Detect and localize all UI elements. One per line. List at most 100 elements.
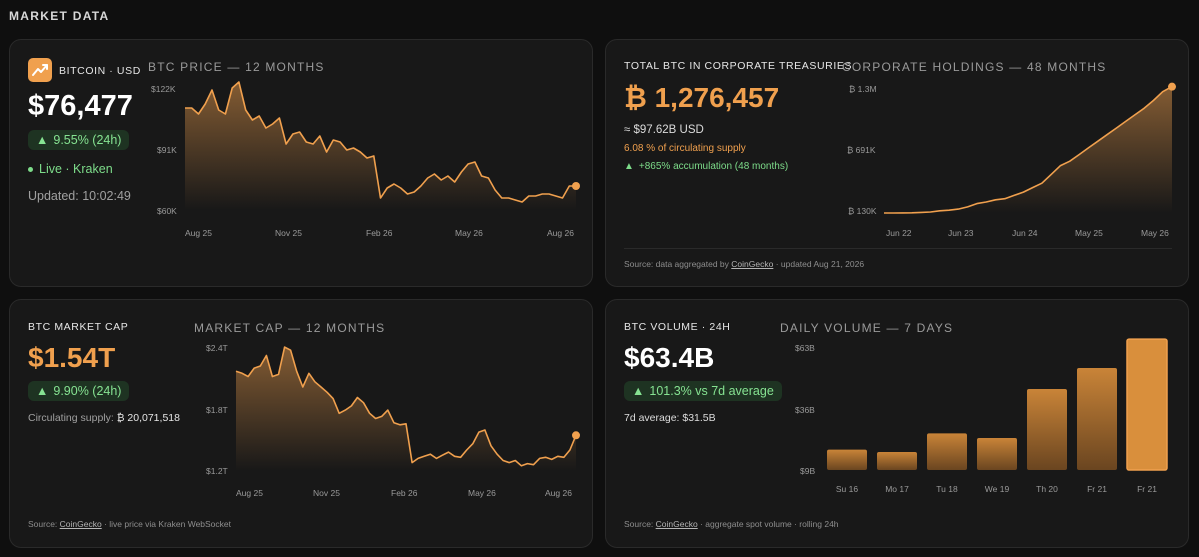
x-tick: Aug 26 (547, 228, 574, 238)
y-tick: $9B (800, 466, 816, 476)
corporate-treasuries-card: TOTAL BTC IN CORPORATE TREASURIES ₿ 1,27… (605, 39, 1189, 287)
footer-suffix: · updated Aug 21, 2026 (773, 259, 865, 269)
y-tick: $122K (151, 84, 176, 94)
accumulation-stat: ▲ +865% accumulation (48 months) (624, 161, 788, 172)
accumulation-text: +865% accumulation (48 months) (638, 161, 789, 172)
treasuries-total: ₿ 1,276,457 (624, 82, 780, 113)
x-tick: May 26 (455, 228, 483, 238)
x-tick-label: Mo 17 (885, 484, 909, 494)
latest-point (572, 182, 580, 190)
live-label: Live · Kraken (39, 162, 113, 176)
area-fill (236, 347, 576, 471)
circulating-supply: Circulating supply: ₿ 20,071,518 (28, 412, 180, 424)
market-cap-label: BTC MARKET CAP (28, 321, 129, 333)
market-cap-chart (235, 346, 580, 471)
up-arrow-icon: ▲ (624, 161, 634, 172)
area-fill (185, 82, 576, 210)
source-footer: Source: CoinGecko · aggregate spot volum… (624, 519, 839, 529)
chart-title: CORPORATE HOLDINGS — 48 MONTHS (842, 60, 1107, 74)
footer-suffix: · live price via Kraken WebSocket (101, 519, 232, 529)
x-tick: Feb 26 (366, 228, 393, 238)
volume-change-badge: ▲ 101.3% vs 7d average (624, 381, 782, 401)
supply-percentage: 6.08 % of circulating supply (624, 143, 746, 154)
chart-title: MARKET CAP — 12 MONTHS (194, 321, 386, 335)
x-tick: Aug 26 (545, 488, 572, 498)
btc-price-chart (185, 81, 580, 210)
footer-prefix: Source: data aggregated by (624, 259, 732, 269)
btc-price: $76,477 (28, 90, 133, 122)
x-tick-label: Th 20 (1036, 484, 1058, 494)
x-tick-label: Fr 21 (1087, 484, 1107, 494)
volume-card: BTC VOLUME · 24H $63.4B ▲ 101.3% vs 7d a… (605, 299, 1189, 548)
volume-label: BTC VOLUME · 24H (624, 321, 731, 333)
market-cap-change-text: 9.90% (24h) (53, 384, 122, 398)
footer-prefix: Source: (28, 519, 60, 529)
x-tick-label: We 19 (985, 484, 1010, 494)
series-line (185, 81, 576, 203)
x-tick: Jun 24 (1012, 228, 1038, 238)
volume-bar (827, 449, 867, 470)
btc-price-card: BITCOIN · USD $76,477 ▲ 9.55% (24h) Live… (9, 39, 593, 287)
y-tick: $1.8T (206, 405, 228, 415)
up-arrow-icon: ▲ (36, 133, 49, 147)
x-tick-label: Su 16 (836, 484, 858, 494)
y-tick: ₿ 691K (847, 145, 876, 155)
x-tick: May 25 (1075, 228, 1103, 238)
latest-point (1168, 82, 1176, 91)
y-tick: $1.2T (206, 466, 228, 476)
chart-title: BTC PRICE — 12 MONTHS (148, 60, 325, 74)
updated-time: Updated: 10:02:49 (28, 189, 131, 203)
latest-point (572, 431, 580, 440)
page-title: MARKET DATA (9, 9, 110, 23)
seven-day-average: 7d average: $31.5B (624, 412, 716, 424)
y-tick: $36B (795, 405, 815, 415)
divider (624, 248, 1172, 249)
footer-prefix: Source: (624, 519, 656, 529)
y-tick: $63B (795, 343, 815, 353)
volume-bar (927, 433, 967, 470)
x-tick-label: Fr 21 (1137, 484, 1157, 494)
y-tick: ₿ 1.3M (849, 84, 877, 94)
volume-bar (877, 452, 917, 470)
volume-change-text: 101.3% vs 7d average (649, 384, 774, 398)
x-tick-label: Tu 18 (936, 484, 958, 494)
daily-volume-chart: Su 16 Mo 17 Tu 18 We 19 Th 20 Fr 21 Fr 21 (827, 338, 1168, 494)
y-tick: ₿ 130K (848, 206, 877, 216)
market-cap-value: $1.54T (28, 342, 116, 373)
supply-value: ₿ 20,071,518 (116, 412, 180, 424)
x-tick: Nov 25 (275, 228, 302, 238)
y-tick: $91K (157, 145, 177, 155)
volume-bar (1077, 368, 1117, 470)
volume-value: $63.4B (624, 342, 715, 373)
treasuries-usd: ≈ $97.62B USD (624, 124, 704, 136)
x-tick: Aug 25 (185, 228, 212, 238)
volume-bar (1027, 389, 1067, 470)
y-tick: $60K (157, 206, 177, 216)
pair-label: BITCOIN · USD (59, 65, 141, 77)
trending-up-icon (28, 58, 52, 82)
live-dot-icon (28, 166, 33, 172)
x-tick: May 26 (1141, 228, 1169, 238)
treasuries-label: TOTAL BTC IN CORPORATE TREASURIES (624, 60, 853, 72)
market-cap-change-badge: ▲ 9.90% (24h) (28, 381, 130, 401)
area-fill (884, 86, 1172, 213)
volume-bar (1126, 338, 1168, 471)
x-tick: May 26 (468, 488, 496, 498)
x-tick: Jun 22 (886, 228, 912, 238)
live-status: Live · Kraken (28, 162, 113, 176)
corporate-holdings-chart (884, 82, 1176, 214)
price-change-text: 9.55% (24h) (53, 133, 122, 147)
price-change-badge: ▲ 9.55% (24h) (28, 130, 130, 150)
source-footer: Source: CoinGecko · live price via Krake… (28, 519, 231, 529)
coingecko-link[interactable]: CoinGecko (59, 519, 102, 529)
x-tick: Nov 25 (313, 488, 340, 498)
x-tick: Jun 23 (948, 228, 974, 238)
up-arrow-icon: ▲ (36, 384, 49, 398)
coingecko-link[interactable]: CoinGecko (731, 259, 774, 269)
series-line (884, 85, 1173, 214)
chart-title: DAILY VOLUME — 7 DAYS (780, 321, 954, 335)
footer-suffix: · aggregate spot volume · rolling 24h (697, 519, 839, 529)
x-tick: Aug 25 (236, 488, 263, 498)
source-footer: Source: data aggregated by CoinGecko · u… (624, 259, 864, 269)
coingecko-link[interactable]: CoinGecko (655, 519, 698, 529)
